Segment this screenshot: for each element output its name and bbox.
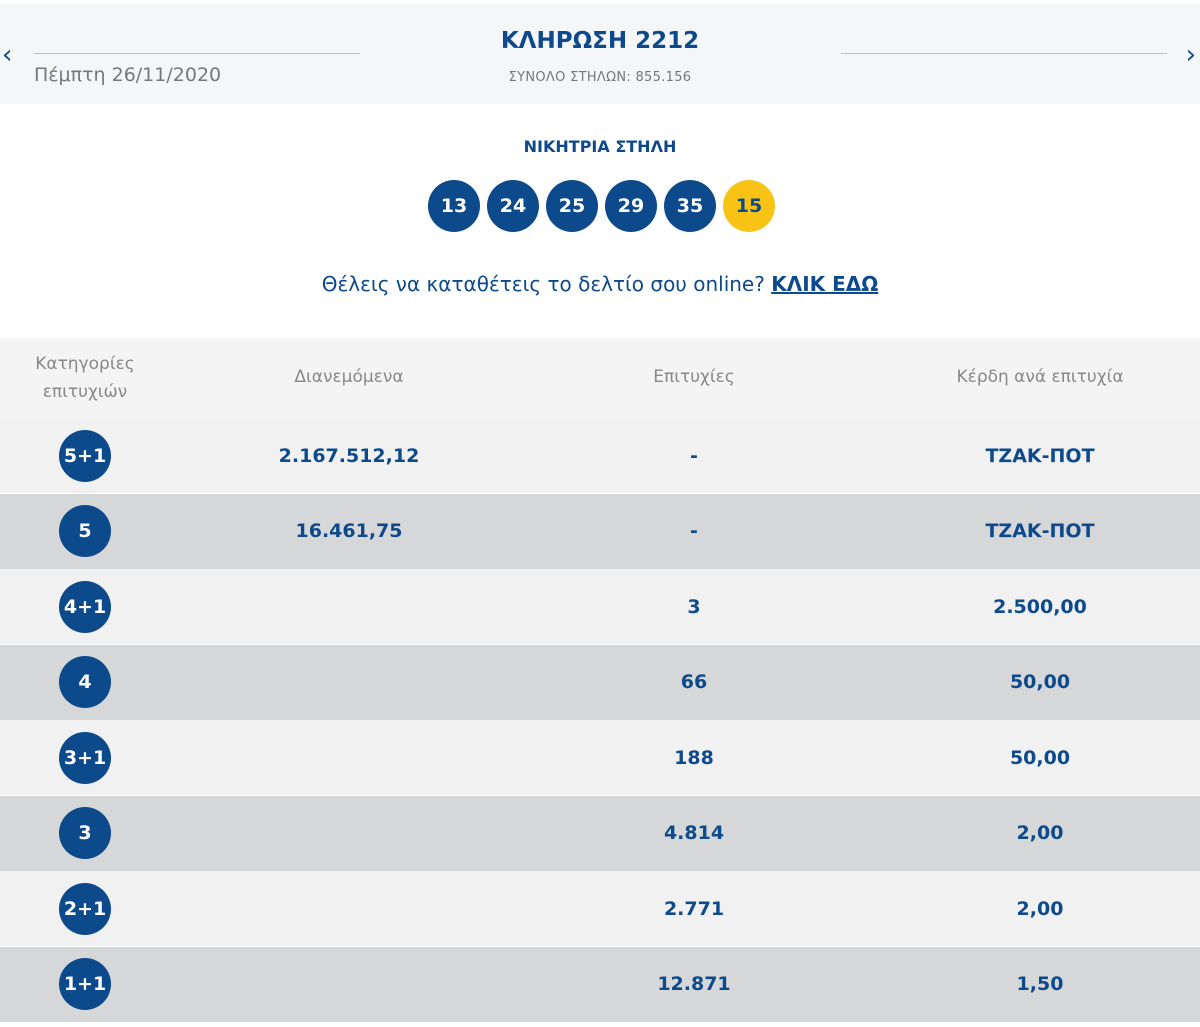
table-row: 4 66 50,00 bbox=[0, 644, 1200, 720]
category-badge: 4 bbox=[59, 656, 111, 708]
winners-count: 188 bbox=[674, 746, 714, 769]
category-badge: 5 bbox=[59, 505, 111, 557]
distributed-amount: 2.167.512,12 bbox=[278, 444, 420, 467]
prize-per-winner: 2,00 bbox=[1016, 822, 1064, 844]
winners-count: 3 bbox=[687, 595, 701, 618]
prize-per-winner: ΤΖΑΚ-ΠΟΤ bbox=[985, 444, 1095, 467]
header-prize: Κέρδη ανά επιτυχία bbox=[956, 367, 1124, 387]
table-row: 2+1 2.771 2,00 bbox=[0, 871, 1200, 946]
winners-count: 4.814 bbox=[663, 822, 725, 844]
category-badge: 2+1 bbox=[59, 882, 111, 935]
distributed-amount: 16.461,75 bbox=[295, 520, 403, 542]
bonus-ball: 15 bbox=[723, 180, 775, 232]
prize-per-winner: 50,00 bbox=[1009, 746, 1071, 769]
winning-numbers: 13 24 25 29 35 15 bbox=[0, 180, 1200, 232]
category-badge: 5+1 bbox=[59, 429, 111, 482]
number-ball: 29 bbox=[605, 180, 657, 232]
promo-label: Θέλεις να καταθέτεις το δελτίο σου onlin… bbox=[321, 272, 772, 296]
total-columns: ΣΥΝΟΛΟ ΣΤΗΛΩΝ: 855.156 bbox=[508, 70, 692, 85]
table-header: Κατηγορίες επιτυχιών Διανεμόμενα Επιτυχί… bbox=[0, 338, 1200, 418]
category-badge: 3 bbox=[59, 807, 111, 859]
draw-header: ‹ › Πέμπτη 26/11/2020 ΚΛΗΡΩΣΗ 2212 ΣΥΝΟΛ… bbox=[0, 4, 1200, 104]
chevron-left-icon[interactable]: ‹ bbox=[2, 40, 13, 70]
header-winners: Επιτυχίες bbox=[653, 367, 735, 387]
winning-title: ΝΙΚΗΤΡΙΑ ΣΤΗΛΗ bbox=[523, 137, 677, 156]
prize-per-winner: 1,50 bbox=[1016, 973, 1064, 995]
number-ball: 13 bbox=[428, 180, 480, 232]
prize-per-winner: 2,00 bbox=[1016, 897, 1064, 920]
table-row: 5 16.461,75 - ΤΖΑΚ-ΠΟΤ bbox=[0, 493, 1200, 569]
table-row: 1+1 12.871 1,50 bbox=[0, 946, 1200, 1022]
winners-count: - bbox=[690, 444, 698, 467]
category-badge: 1+1 bbox=[59, 958, 111, 1010]
table-row: 4+1 3 2.500,00 bbox=[0, 569, 1200, 644]
prize-per-winner: ΤΖΑΚ-ΠΟΤ bbox=[985, 520, 1095, 542]
number-ball: 25 bbox=[546, 180, 598, 232]
header-categories: Κατηγορίες επιτυχιών bbox=[35, 354, 135, 402]
table-row: 3+1 188 50,00 bbox=[0, 720, 1200, 795]
prize-per-winner: 2.500,00 bbox=[993, 595, 1087, 618]
table-row: 3 4.814 2,00 bbox=[0, 795, 1200, 871]
category-badge: 4+1 bbox=[59, 580, 111, 633]
draw-date: Πέμπτη 26/11/2020 bbox=[34, 64, 222, 86]
click-here-link[interactable]: ΚΛΙΚ ΕΔΩ bbox=[771, 272, 879, 296]
header-distributed: Διανεμόμενα bbox=[294, 367, 404, 387]
winners-count: - bbox=[690, 520, 698, 542]
number-ball: 35 bbox=[664, 180, 716, 232]
divider bbox=[841, 53, 1167, 54]
draw-title: ΚΛΗΡΩΣΗ 2212 bbox=[500, 28, 700, 54]
number-ball: 24 bbox=[487, 180, 539, 232]
chevron-right-icon[interactable]: › bbox=[1185, 40, 1196, 70]
promo-text: Θέλεις να καταθέτεις το δελτίο σου onlin… bbox=[0, 272, 1200, 296]
divider bbox=[34, 53, 360, 54]
prize-per-winner: 50,00 bbox=[1009, 671, 1071, 693]
category-badge: 3+1 bbox=[59, 731, 111, 784]
winners-count: 66 bbox=[680, 671, 708, 693]
table-row: 5+1 2.167.512,12 - ΤΖΑΚ-ΠΟΤ bbox=[0, 418, 1200, 493]
winners-count: 12.871 bbox=[657, 973, 731, 995]
winners-count: 2.771 bbox=[663, 897, 725, 920]
